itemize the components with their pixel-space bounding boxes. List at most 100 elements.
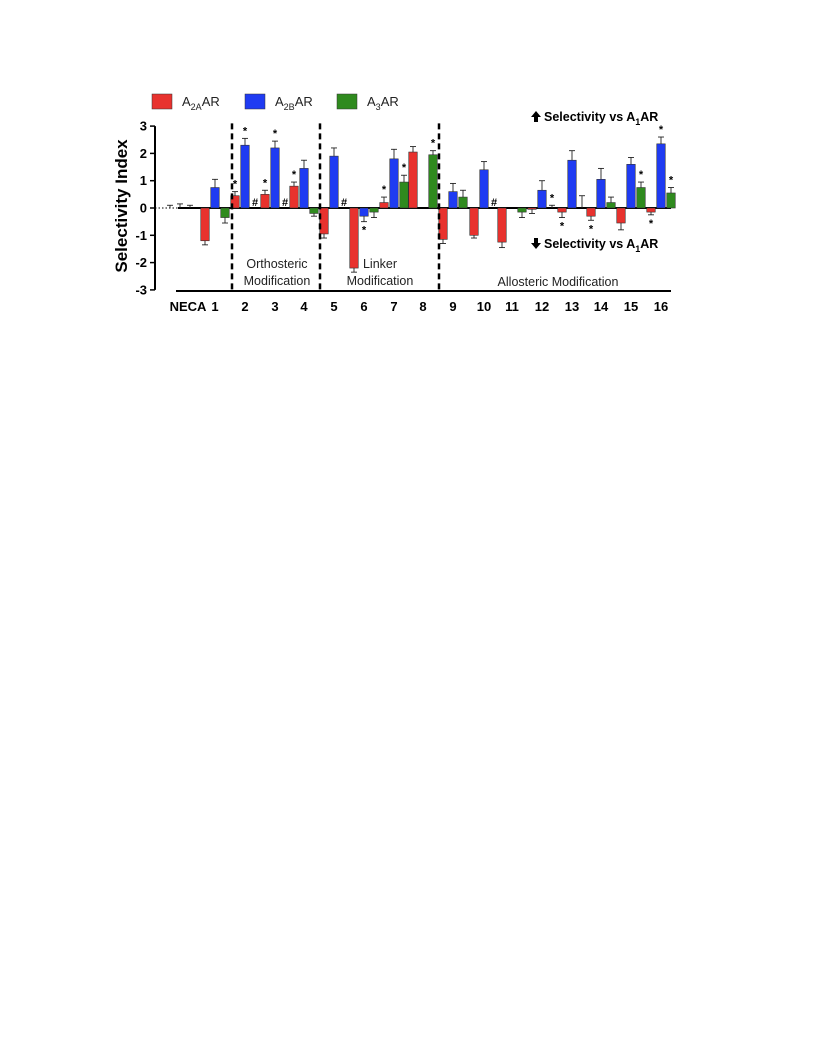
bar-a2aar-12 [527, 207, 537, 210]
bar-a3ar-8 [428, 154, 438, 209]
x-tick-label: 9 [449, 299, 456, 314]
legend-swatch-a3ar [336, 93, 358, 110]
up-arrow-icon [531, 111, 541, 122]
bar-a2bar-14 [596, 179, 606, 209]
bar-a3ar-7 [399, 181, 409, 209]
x-tick-label: 8 [419, 299, 426, 314]
bar-a3ar-11 [517, 207, 527, 213]
bar-a2aar-5 [319, 207, 329, 235]
significance-star: * [431, 138, 436, 150]
bar-a2aar-1 [200, 207, 210, 242]
x-tick-label: 14 [594, 299, 609, 314]
significance-star: * [550, 192, 555, 204]
hash-mark: # [491, 197, 497, 209]
y-tick-label: -1 [135, 228, 147, 243]
bar-a2bar-2 [240, 144, 250, 209]
bar-a2bar-3 [270, 147, 280, 209]
bar-a2bar-5 [329, 155, 339, 209]
y-axis-label: Selectivity Index [112, 139, 131, 273]
significance-star: * [669, 175, 674, 187]
x-tick-label: 16 [654, 299, 668, 314]
bar-a2aar-3 [260, 194, 270, 209]
bar-a2bar-12 [537, 189, 547, 209]
significance-star: * [243, 125, 248, 137]
legend-label-a2aar: A2AAR [182, 94, 220, 112]
y-tick-label: 1 [140, 173, 147, 188]
significance-star: * [233, 179, 238, 191]
legend: A2AAR A2BAR A3AR [151, 93, 399, 112]
bar-a2bar-15 [626, 164, 636, 209]
significance-star: * [639, 169, 644, 181]
region-label: Orthosteric [246, 257, 307, 271]
bar-a2aar-16 [646, 207, 656, 213]
x-tick-label: 11 [505, 299, 519, 314]
hash-mark: # [252, 197, 258, 209]
x-tick-label: 12 [535, 299, 549, 314]
legend-label-a3ar: A3AR [367, 94, 399, 112]
y-tick-label: -3 [135, 282, 147, 297]
region-label: Modification [347, 274, 414, 288]
x-tick-label: 10 [477, 299, 491, 314]
bars: * * * * * * * * * * * # # # * * # * * * [167, 124, 676, 273]
x-tick-label: 6 [360, 299, 367, 314]
down-arrow-icon [531, 238, 541, 249]
bar-a2aar-11 [497, 207, 507, 243]
x-tick-label: 5 [330, 299, 337, 314]
bar-a3ar-14 [606, 202, 616, 209]
y-tick-label: 3 [140, 119, 147, 134]
region-label: Allosteric Modification [498, 275, 619, 289]
x-tick-label: 4 [300, 299, 308, 314]
significance-star: * [402, 162, 407, 174]
region-label: Linker [363, 257, 397, 271]
significance-star: * [560, 221, 565, 233]
x-tick-label: 2 [241, 299, 248, 314]
bar-a2aar-6 [349, 207, 359, 269]
bar-a2bar-9 [448, 191, 458, 209]
x-tick-label: 15 [624, 299, 638, 314]
hash-mark: # [341, 197, 347, 209]
x-tick-label: 3 [271, 299, 278, 314]
hash-mark: # [282, 197, 288, 209]
bar-a3ar-4 [309, 207, 319, 214]
region-label: Modification [244, 274, 311, 288]
bar-a2bar-6 [359, 207, 369, 217]
bar-a3ar-9 [458, 196, 468, 209]
bar-a2bar-7 [389, 158, 399, 209]
bar-a2bar-1 [210, 187, 220, 209]
bar-a2aar-7 [379, 202, 389, 209]
significance-star: * [589, 223, 594, 235]
bar-a2aar-15 [616, 207, 626, 224]
x-tick-label: 1 [211, 299, 218, 314]
legend-label-a2bar: A2BAR [275, 94, 313, 112]
bar-a2bar-10 [479, 169, 489, 209]
x-tick-label: NECA [170, 299, 207, 314]
legend-swatch-a2aar [151, 93, 173, 110]
bar-a2aar-14 [586, 207, 596, 217]
bar-a2aar-4 [289, 185, 299, 209]
significance-star: * [362, 225, 367, 237]
bar-a3ar-6 [369, 207, 379, 213]
bar-a2bar-13 [567, 159, 577, 209]
bar-a3ar-15 [636, 187, 646, 209]
region-dividers [230, 123, 441, 290]
significance-star: * [292, 169, 297, 181]
y-tick-label: -2 [135, 255, 147, 270]
bar-a2aar-10 [469, 207, 479, 236]
y-tick-label: 0 [140, 201, 147, 216]
bar-a2aar-8 [408, 151, 418, 209]
x-tick-label: 13 [565, 299, 579, 314]
bar-a2bar-16 [656, 143, 666, 209]
up-selectivity-note: Selectivity vs A1AR [544, 110, 658, 127]
bar-a2bar-4 [299, 168, 309, 209]
down-selectivity-note: Selectivity vs A1AR [544, 237, 658, 254]
region-labels: Orthosteric Modification Linker Modificatio… [244, 257, 619, 289]
legend-swatch-a2bar [244, 93, 266, 110]
bar-a2aar-13 [557, 207, 567, 213]
significance-star: * [649, 218, 654, 230]
significance-star: * [659, 124, 664, 136]
significance-star: * [382, 184, 387, 196]
x-axis: NECA 1 2 3 4 5 6 7 8 9 10 11 12 13 14 15 16 [170, 290, 671, 314]
x-tick-label: 7 [390, 299, 397, 314]
bar-a3ar-1 [220, 207, 230, 218]
significance-star: * [263, 177, 268, 189]
